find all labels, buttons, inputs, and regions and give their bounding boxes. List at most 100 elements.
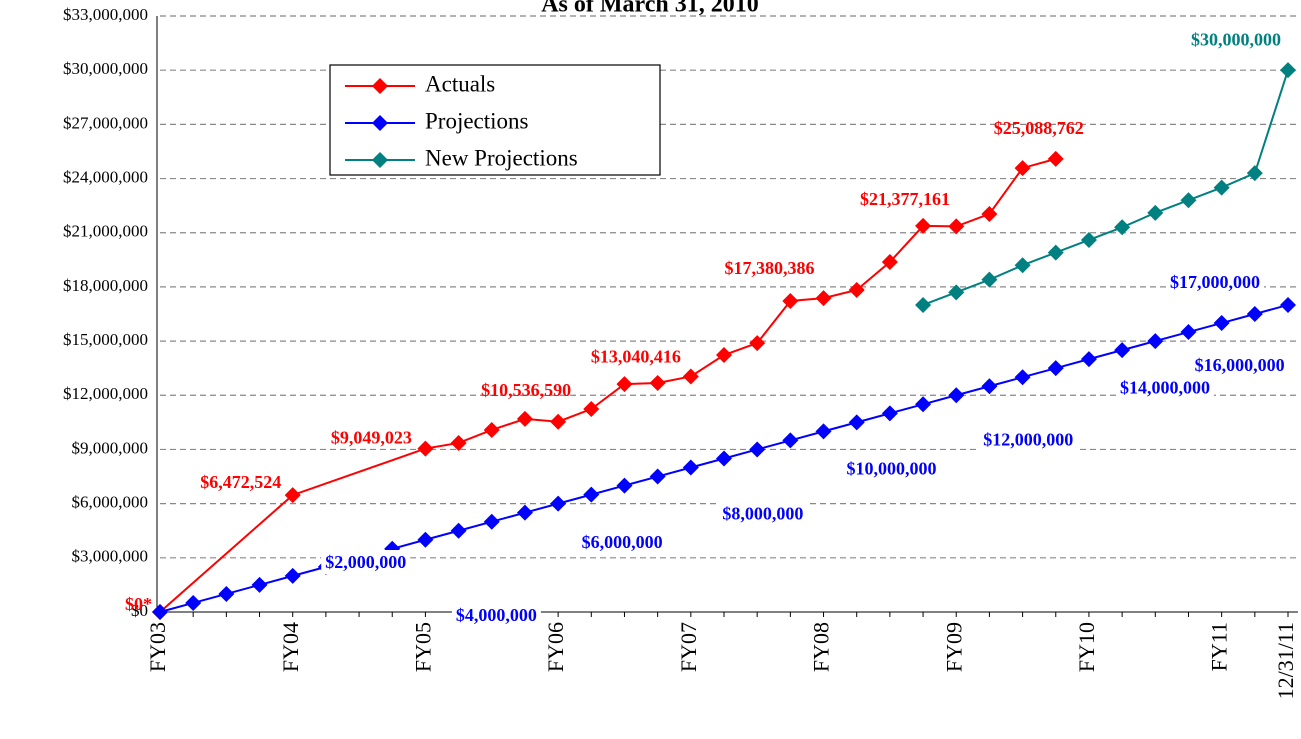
marker	[1213, 315, 1230, 332]
legend: Actuals Projections New Projections	[329, 64, 661, 176]
marker	[483, 421, 500, 438]
marker	[1047, 244, 1064, 261]
y-tick-label: $21,000,000	[63, 222, 148, 241]
x-tick-label: FY10	[1074, 622, 1099, 672]
marker	[915, 396, 932, 413]
marker	[948, 218, 965, 235]
marker	[749, 441, 766, 458]
marker	[1246, 165, 1263, 182]
legend-label: Actuals	[425, 71, 495, 96]
marker	[1246, 306, 1263, 322]
marker	[516, 410, 533, 427]
label-background	[979, 427, 1078, 452]
marker	[1147, 204, 1164, 221]
y-tick-label: $33,000,000	[63, 5, 148, 24]
marker	[815, 290, 832, 307]
x-tick-label: FY05	[410, 622, 435, 672]
marker	[616, 376, 633, 393]
marker	[417, 440, 434, 457]
marker	[682, 459, 699, 476]
marker	[483, 513, 500, 530]
y-tick-label: $27,000,000	[63, 113, 148, 132]
marker	[616, 477, 633, 494]
marker	[848, 281, 865, 298]
marker	[1280, 62, 1296, 79]
data-label: $21,377,161	[860, 189, 950, 209]
label-background	[718, 501, 808, 526]
marker	[981, 205, 998, 222]
marker	[1014, 369, 1031, 386]
x-tick-label: 12/31/11	[1273, 622, 1298, 699]
x-tick-label: FY06	[543, 622, 568, 672]
marker	[716, 346, 732, 363]
marker	[550, 413, 567, 430]
marker	[1147, 333, 1164, 350]
marker	[649, 374, 666, 391]
data-label: $6,000,000	[582, 532, 663, 552]
marker	[915, 217, 932, 234]
data-label: $30,000,000	[1191, 29, 1281, 49]
x-tick-label: FY03	[145, 622, 170, 672]
marker	[583, 400, 600, 417]
data-label: $4,000,000	[456, 605, 537, 625]
y-tick-label: $0	[131, 601, 148, 620]
marker	[981, 271, 998, 288]
marker	[649, 468, 666, 485]
marker	[1180, 324, 1197, 341]
legend-marker	[372, 115, 388, 131]
legend-label: New Projections	[425, 145, 578, 170]
legend-marker	[372, 78, 388, 94]
x-tick-label: FY04	[278, 622, 303, 672]
marker	[284, 567, 301, 584]
data-label: $14,000,000	[1120, 377, 1210, 397]
marker	[1114, 219, 1131, 236]
marker	[251, 576, 268, 593]
legend-label: Projections	[425, 108, 529, 133]
marker	[1213, 179, 1230, 196]
marker	[815, 423, 832, 440]
marker	[682, 368, 699, 385]
marker	[716, 450, 732, 467]
marker	[516, 504, 533, 521]
data-label: $6,472,524	[200, 472, 281, 492]
marker	[1280, 296, 1296, 313]
legend-marker	[372, 152, 388, 168]
data-label: $9,049,023	[331, 428, 412, 448]
marker	[1014, 160, 1031, 177]
marker	[417, 531, 434, 548]
y-tick-label: $9,000,000	[72, 438, 149, 457]
marker	[881, 253, 898, 270]
x-tick-label: FY11	[1207, 622, 1232, 671]
label-background	[1115, 375, 1214, 400]
data-label: $10,000,000	[847, 459, 937, 479]
marker	[848, 414, 865, 431]
marker	[948, 284, 965, 301]
y-tick-label: $24,000,000	[63, 167, 148, 186]
data-label: $10,536,590	[481, 380, 571, 400]
marker	[583, 486, 600, 503]
data-label: $16,000,000	[1195, 355, 1285, 375]
marker	[185, 594, 202, 611]
marker	[152, 604, 168, 620]
y-tick-label: $18,000,000	[63, 276, 148, 295]
x-tick-label: FY09	[941, 622, 966, 672]
marker	[1080, 351, 1097, 368]
marker	[915, 296, 932, 313]
x-tick-label: FY08	[809, 622, 834, 672]
marker	[981, 378, 998, 395]
data-label: $17,000,000	[1170, 272, 1260, 292]
data-label: $0*	[125, 594, 152, 614]
y-tick-label: $6,000,000	[72, 493, 149, 512]
marker	[1047, 150, 1064, 167]
label-background	[1166, 270, 1264, 295]
marker	[1180, 192, 1197, 209]
chart-title: As of March 31, 2010	[541, 0, 759, 18]
y-tick-label: $15,000,000	[63, 330, 148, 349]
marker	[550, 495, 567, 512]
marker	[881, 405, 898, 422]
label-background	[577, 529, 667, 554]
label-background	[842, 456, 941, 481]
x-tick-label: FY07	[676, 622, 701, 672]
marker	[284, 487, 301, 504]
